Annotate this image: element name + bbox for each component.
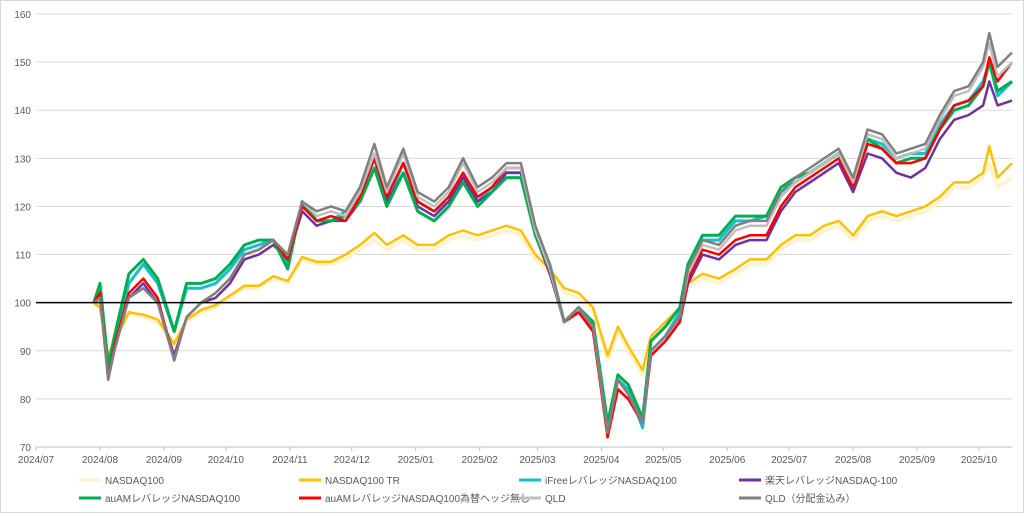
- legend-item: QLD（分配金込み）: [739, 492, 856, 505]
- x-tick-label: 2024/08: [82, 455, 119, 466]
- series-line-3: [92, 60, 1014, 430]
- x-tick-label: 2025/04: [583, 455, 620, 466]
- legend-item: iFreeレバレッジNASDAQ100: [519, 475, 677, 487]
- legend-item: 楽天レバレッジNASDAQ-100: [739, 474, 898, 487]
- series-line-2: [93, 145, 1013, 372]
- y-tick-label: 120: [14, 202, 31, 213]
- series-lines: [36, 31, 1014, 439]
- legend-label: auAMレバレッジNASDAQ100為替ヘッジ無し: [325, 492, 530, 505]
- legend-label: QLD: [545, 494, 566, 505]
- x-tick-label: 2025/06: [709, 455, 746, 466]
- legend-label: auAMレバレッジNASDAQ100: [105, 493, 240, 505]
- x-tick-label: 2024/12: [334, 455, 371, 466]
- y-tick-label: 130: [14, 154, 31, 165]
- y-tick-label: 80: [20, 395, 32, 406]
- legend-label: NASDAQ100 TR: [325, 476, 400, 487]
- y-axis: 70 80 90 100 110 120 130 140 150 160: [14, 10, 31, 454]
- y-tick-label: 150: [14, 58, 31, 69]
- x-tick-label: 2025/02: [462, 455, 499, 466]
- series-line-4: [92, 80, 1013, 434]
- x-tick-label: 2024/11: [272, 455, 308, 466]
- legend-item: NASDAQ100: [79, 476, 164, 487]
- legend-label: QLD（分配金込み）: [765, 492, 856, 505]
- y-tick-label: 100: [14, 299, 31, 310]
- series-line-7: [93, 41, 1013, 434]
- gridlines: [36, 13, 1012, 448]
- legend-label: 楽天レバレッジNASDAQ-100: [765, 474, 898, 487]
- x-tick-label: 2025/05: [645, 455, 682, 466]
- series-line-8: [93, 31, 1013, 434]
- legend-item: auAMレバレッジNASDAQ100為替ヘッジ無し: [299, 492, 530, 505]
- series-line-5: [92, 60, 1013, 425]
- legend-label: NASDAQ100: [105, 476, 164, 487]
- x-axis: 2024/07 2024/08 2024/09 2024/10 2024/11 2024/…: [18, 446, 1012, 466]
- legend-item: auAMレバレッジNASDAQ100: [79, 493, 240, 505]
- x-tick-label: 2025/01: [398, 455, 435, 466]
- legend-label: iFreeレバレッジNASDAQ100: [545, 475, 677, 487]
- x-tick-label: 2025/08: [835, 455, 872, 466]
- x-tick-label: 2024/09: [146, 455, 183, 466]
- y-tick-label: 90: [20, 347, 32, 358]
- series-line-6: [92, 56, 1014, 439]
- x-tick-label: 2025/03: [519, 455, 556, 466]
- legend: NASDAQ100 NASDAQ100 TR iFreeレバレッジNASDAQ100…: [79, 474, 898, 505]
- legend-item: NASDAQ100 TR: [299, 476, 400, 487]
- x-tick-label: 2024/10: [208, 455, 245, 466]
- y-tick-label: 110: [15, 251, 31, 262]
- legend-item: QLD: [519, 494, 566, 505]
- x-tick-label: 2025/07: [771, 455, 808, 466]
- series-line-1: [92, 161, 1013, 377]
- x-tick-label: 2025/10: [961, 455, 998, 466]
- x-tick-label: 2025/09: [899, 455, 936, 466]
- x-tick-label: 2024/07: [18, 455, 55, 466]
- y-tick-label: 140: [14, 106, 31, 117]
- y-tick-label: 70: [20, 443, 32, 454]
- y-tick-label: 160: [14, 10, 31, 21]
